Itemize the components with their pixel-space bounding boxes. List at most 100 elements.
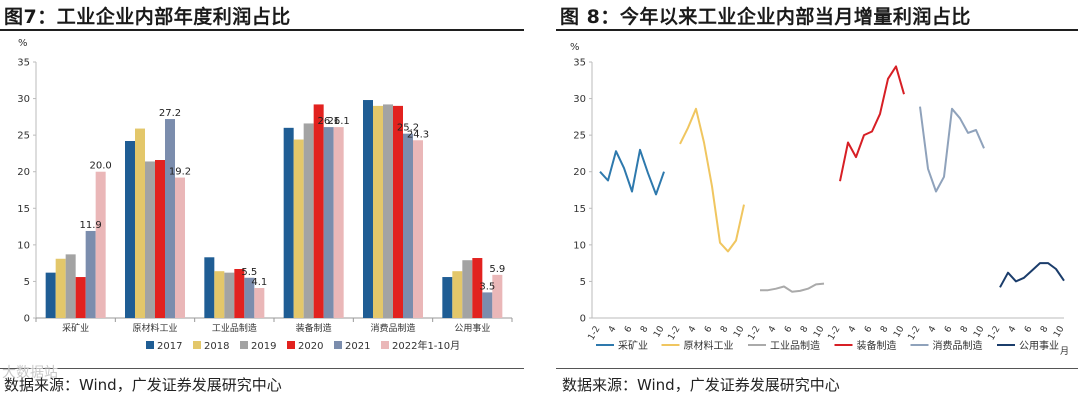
- bar-4-0: [363, 100, 373, 318]
- line-legend-label: 采矿业: [618, 339, 648, 352]
- line-y-unit: %: [570, 42, 580, 53]
- line-x-tick-label: 10: [732, 324, 747, 339]
- bar-0-1: [55, 258, 66, 318]
- bar-2-5: [254, 288, 265, 318]
- bar-chart: % 0 5 10 15 20 25 30 35 采矿业 原材料工业 工业品制造 装备制造 消费品制造 公用事…: [17, 38, 513, 352]
- bar-y-unit: %: [18, 38, 28, 49]
- bar-legend-label: 2021: [345, 341, 370, 352]
- bar-0-2: [65, 254, 76, 318]
- bar-data-label: 19.2: [169, 167, 191, 178]
- bar-1-2: [145, 161, 155, 318]
- bar-legend-swatch: [240, 341, 248, 349]
- line-x-tick-label: 4: [1007, 324, 1019, 334]
- bar-legend-swatch: [287, 341, 295, 349]
- bar-4-2: [383, 104, 393, 319]
- line-x-tick-label: 10: [652, 324, 667, 339]
- bar-y-tick-label: 15: [17, 204, 30, 215]
- line-x-tick-label: 4: [767, 324, 779, 334]
- bar-4-1: [373, 105, 383, 318]
- line-x-tick-label: 6: [783, 324, 795, 334]
- bar-legend-swatch: [193, 341, 201, 349]
- bar-y-tick-label: 35: [17, 58, 30, 69]
- bar-1-1: [135, 128, 145, 318]
- bar-2-2: [224, 272, 235, 318]
- bar-category-label: 消费品制造: [370, 322, 415, 334]
- bar-category-label: 装备制造: [296, 322, 332, 334]
- line-x-tick-label: 8: [799, 324, 811, 334]
- bar-data-label: 4.1: [251, 277, 267, 288]
- bar-5-5: [492, 274, 503, 318]
- bar-legend-label: 2020: [298, 341, 323, 352]
- bar-y-tick-label: 20: [17, 167, 30, 178]
- line-x-tick-label: 8: [639, 324, 651, 334]
- line-x-tick-label: 8: [1039, 324, 1051, 334]
- line-legend-label: 消费品制造: [933, 339, 983, 352]
- line-x-tick-label: 8: [879, 324, 891, 334]
- bar-data-label: 26.1: [328, 116, 350, 127]
- line-y-tick-label: 5: [580, 277, 586, 288]
- line-x-tick-label: 4: [927, 324, 939, 334]
- line-x-tick-label: 6: [703, 324, 715, 334]
- bar-data-label: 11.9: [80, 220, 102, 231]
- bar-1-4: [165, 119, 175, 319]
- bar-data-label: 26.1: [318, 116, 340, 127]
- line-x-tick-label: 8: [959, 324, 971, 334]
- line-legend-label: 工业品制造: [770, 339, 820, 352]
- bar-1-5: [175, 177, 185, 318]
- bar-data-label: 3.5: [479, 281, 495, 292]
- line-x-tick-label: 4: [687, 324, 699, 334]
- bar-data-label: 20.0: [90, 161, 112, 172]
- line-series-3: [839, 65, 905, 182]
- bar-3-2: [303, 123, 314, 318]
- bar-3-1: [293, 139, 304, 318]
- bar-0-4: [85, 230, 96, 318]
- line-y-tick-label: 30: [573, 94, 586, 105]
- line-x-tick-label: 1-2: [907, 325, 923, 343]
- line-y-tick-label: 25: [573, 131, 586, 142]
- bar-data-label: 24.3: [407, 129, 429, 140]
- line-y-tick-label: 20: [573, 167, 586, 178]
- bar-y-tick-label: 25: [17, 131, 30, 142]
- line-x-tick-label: 10: [812, 324, 827, 339]
- bar-5-2: [462, 260, 473, 318]
- bar-4-4: [403, 133, 413, 318]
- line-x-tick-label: 10: [972, 324, 987, 339]
- bar-y-tick-label: 30: [17, 94, 30, 105]
- bar-legend-label: 2019: [251, 341, 276, 352]
- bar-0-5: [95, 171, 106, 318]
- bar-data-label: 5.5: [241, 267, 257, 278]
- left-title-rule: [0, 29, 524, 31]
- bar-category-label: 采矿业: [62, 322, 89, 334]
- bar-category-label: 公用事业: [454, 322, 490, 334]
- bar-3-5: [333, 127, 344, 319]
- bar-2-3: [234, 268, 245, 318]
- bar-0-3: [75, 277, 86, 318]
- bar-5-4: [482, 292, 493, 318]
- right-source: 数据来源：Wind，广发证券发展研究中心: [562, 376, 840, 394]
- line-x-tick-label: 1-2: [747, 325, 763, 343]
- line-x-tick-label: 6: [1023, 324, 1035, 334]
- bar-5-0: [442, 277, 453, 318]
- line-series-2: [760, 282, 825, 293]
- line-x-unit: 月: [1060, 346, 1069, 357]
- bar-data-label: 25.2: [397, 123, 419, 134]
- bar-category-label: 原材料工业: [132, 322, 177, 334]
- bar-1-3: [155, 160, 165, 318]
- bar-data-label: 5.9: [489, 264, 505, 275]
- right-source-rule: [556, 368, 1078, 369]
- line-legend-label: 原材料工业: [684, 339, 734, 352]
- line-x-tick-label: 10: [892, 324, 907, 339]
- bar-5-3: [472, 258, 483, 318]
- bar-3-0: [283, 127, 294, 318]
- bar-3-4: [323, 127, 334, 319]
- line-series-5: [999, 262, 1065, 288]
- line-legend-label: 装备制造: [857, 339, 897, 352]
- bar-category-label: 工业品制造: [212, 322, 257, 334]
- right-title-rule: [556, 29, 1078, 31]
- bar-legend-swatch: [146, 341, 154, 349]
- line-x-tick-label: 1-2: [827, 325, 843, 343]
- line-series-4: [919, 106, 985, 193]
- left-chart-title: 图7：工业企业内部年度利润占比: [4, 6, 291, 28]
- left-source-rule: [0, 368, 524, 369]
- bar-2-4: [244, 277, 255, 318]
